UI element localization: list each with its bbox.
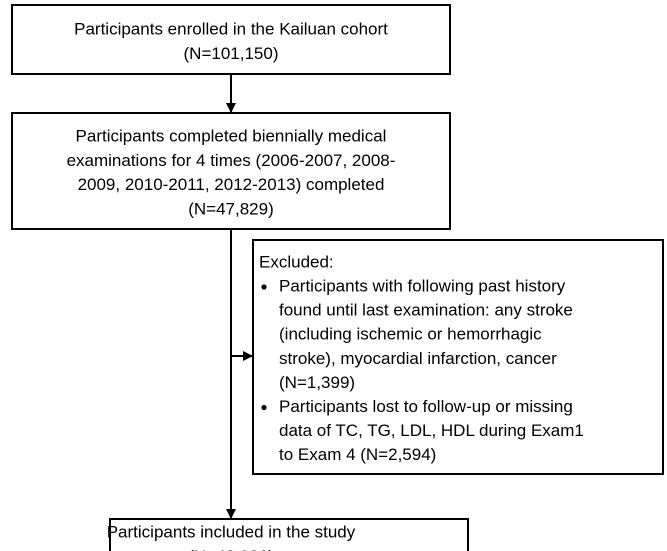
excluded-text: to Exam 4 (N=2,594) [279,445,436,464]
texts: Participants enrolled in the Kailuan coh… [67,19,584,551]
node-text: 2009, 2010-2011, 2012-2013) completed [78,175,385,194]
node-text: Participants enrolled in the Kailuan coh… [74,19,388,38]
excluded-text: Participants lost to follow-up or missin… [279,397,573,416]
bullet [261,284,267,290]
node-text: examinations for 4 times (2006-2007, 200… [67,151,396,170]
excluded-text: (including ischemic or hemorrhagic [279,325,542,344]
included-box [109,518,469,551]
completed-box [11,112,451,230]
node-text: Participants included in the study [107,522,356,541]
enrolled-box [11,4,451,75]
excluded-box [252,239,664,475]
excluded-text: data of TC, TG, LDL, HDL during Exam1 [279,421,584,440]
node-text: (N=101,150) [184,44,279,63]
bullet [261,404,267,411]
excluded-text: found until last examination: any stroke [279,301,573,320]
excluded-text: (N=1,399) [279,373,355,392]
excluded-text: stroke), myocardial infarction, cancer [279,349,557,368]
node-text: (N=47,829) [188,199,274,218]
excluded-title: Excluded: [259,252,334,271]
node-text: (N=43,836) [188,547,274,551]
excluded-text: Participants with following past history [279,276,566,295]
node-text: Participants completed biennially medica… [76,126,387,145]
